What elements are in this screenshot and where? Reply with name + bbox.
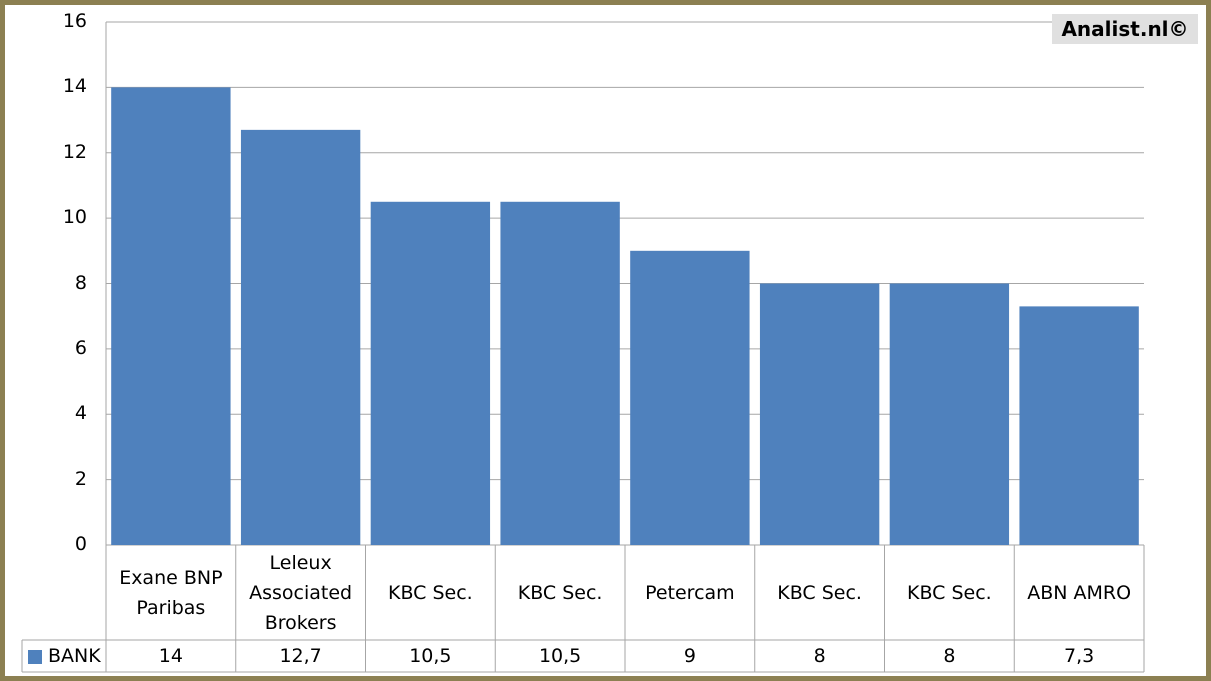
y-tick-label: 16 (62, 10, 87, 32)
bar (889, 283, 1010, 545)
x-tick-label: ABN AMRO (1027, 581, 1132, 604)
bar (500, 201, 620, 545)
x-tick-label: KBC Sec. (777, 581, 862, 604)
y-tick-label: 10 (62, 206, 87, 229)
bar (759, 283, 880, 545)
x-tick-label: Leleux Associated Brokers (249, 551, 353, 634)
y-tick-label: 6 (74, 336, 87, 359)
legend-label: BANK (48, 645, 101, 667)
x-tick-label: Petercam (645, 581, 735, 604)
x-tick-label: Exane BNP Paribas (119, 566, 223, 619)
value-label: 10,5 (409, 645, 452, 667)
value-label: 12,7 (279, 645, 322, 667)
x-tick-label: KBC Sec. (907, 581, 992, 604)
value-label: 8 (943, 645, 956, 667)
value-label: 10,5 (538, 645, 582, 667)
x-tick-label: KBC Sec. (517, 581, 603, 604)
bar (630, 250, 750, 545)
value-label: 14 (158, 645, 183, 667)
value-label: 9 (683, 645, 696, 667)
watermark: Analist.nl© (1052, 14, 1198, 44)
bar (370, 201, 491, 545)
x-tick-label: KBC Sec. (388, 581, 473, 604)
y-tick-label: 12 (62, 140, 87, 163)
y-tick-label: 2 (74, 467, 87, 490)
y-tick-label: 0 (74, 533, 87, 555)
legend-key (28, 650, 42, 664)
y-tick-label: 4 (74, 402, 87, 425)
bar (111, 87, 231, 545)
value-label: 8 (813, 645, 826, 667)
bar (240, 129, 361, 545)
y-tick-label: 8 (74, 271, 87, 294)
y-tick-label: 14 (62, 75, 87, 98)
value-label: 7,3 (1064, 645, 1095, 667)
bar (1019, 306, 1139, 545)
